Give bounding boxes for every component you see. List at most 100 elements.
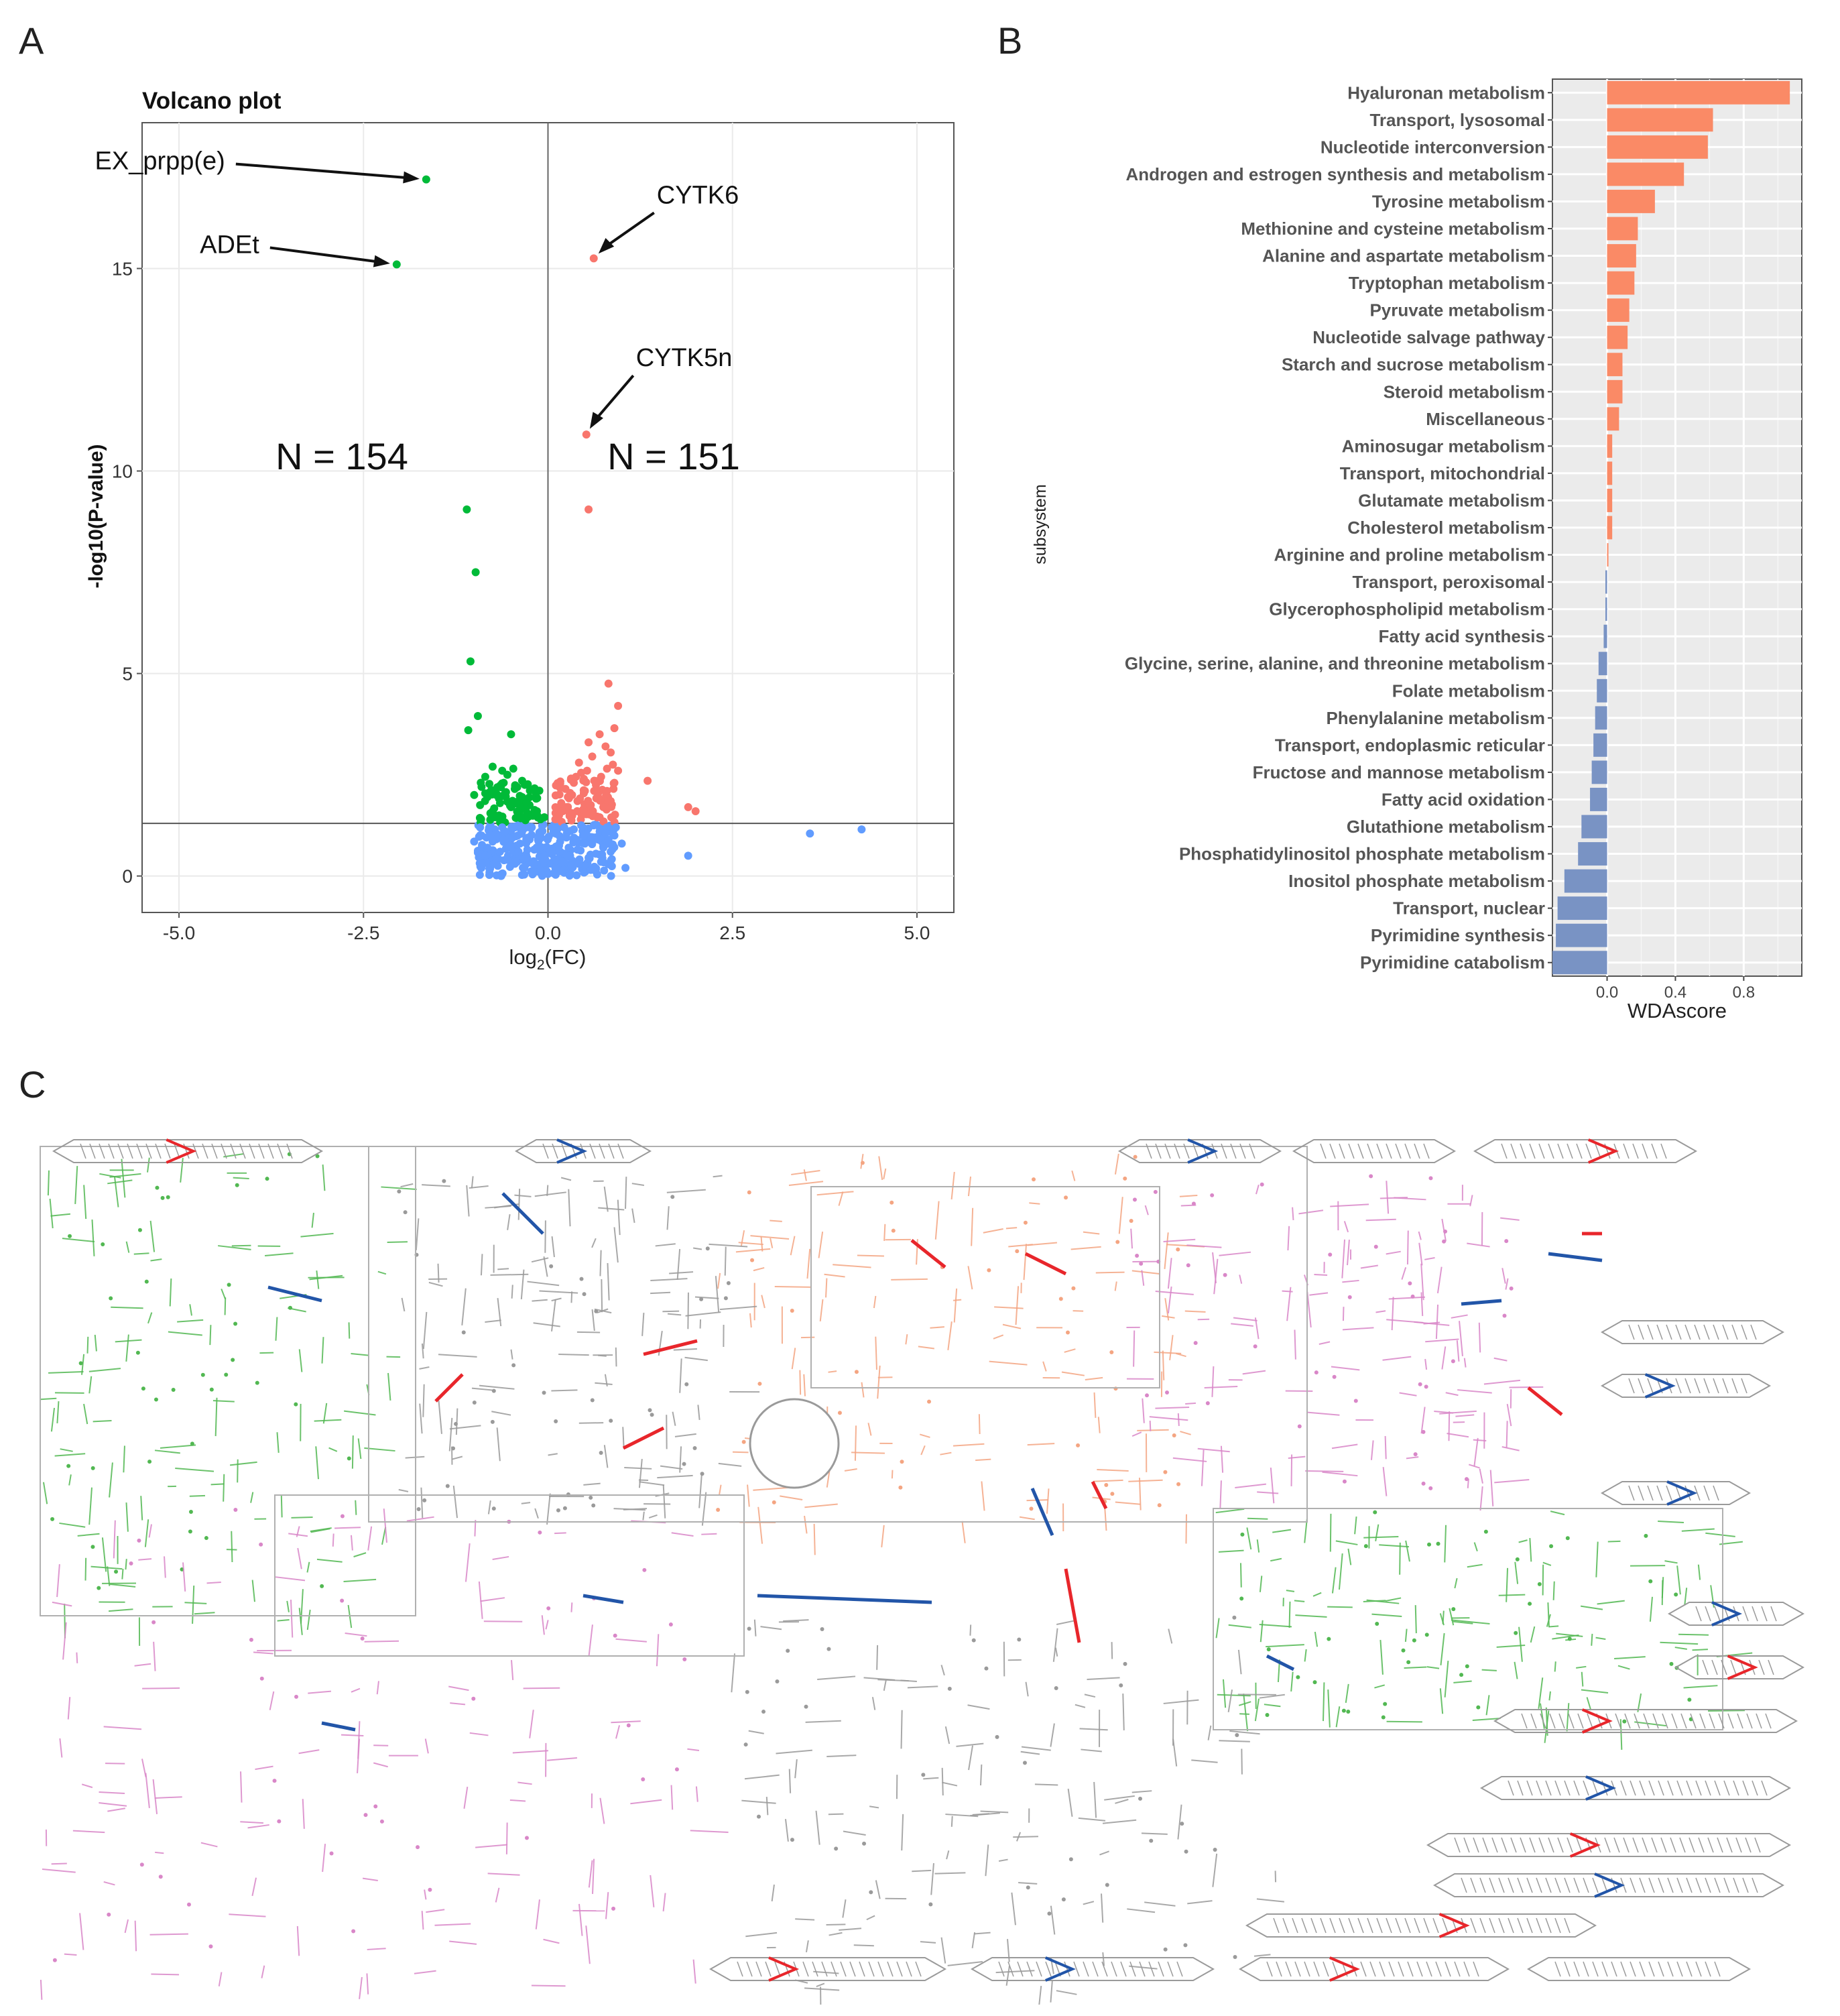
map-metabolite-node bbox=[90, 1545, 95, 1549]
map-ladder-outline bbox=[709, 1957, 947, 1981]
map-ladder-rung bbox=[1120, 1961, 1127, 1977]
map-reaction-edge bbox=[107, 1179, 133, 1185]
map-metabolite-node bbox=[1066, 1330, 1070, 1335]
volcano-point-ns bbox=[557, 867, 566, 876]
map-ladder-rung bbox=[1479, 1877, 1486, 1893]
map-ladder-rung bbox=[1558, 1713, 1565, 1729]
map-ladder-outline bbox=[1600, 1320, 1785, 1344]
map-highlight-reaction bbox=[267, 1285, 322, 1303]
map-ladder-rung bbox=[1036, 1961, 1042, 1977]
map-reaction-edge bbox=[1506, 1403, 1512, 1427]
map-metabolite-node bbox=[579, 1277, 584, 1281]
map-reaction-edge bbox=[1168, 1628, 1173, 1644]
map-ladder-rung bbox=[1386, 1917, 1392, 1934]
map-ladder-rung bbox=[239, 1143, 246, 1159]
map-metabolite-node bbox=[1528, 1602, 1532, 1606]
volcano-point-up bbox=[580, 786, 589, 795]
map-reaction-edge bbox=[1374, 1684, 1386, 1689]
map-highlight-reaction bbox=[556, 1138, 588, 1164]
map-reaction-edge bbox=[1307, 1411, 1340, 1416]
map-reaction-edge bbox=[1661, 1580, 1664, 1606]
annotation-arrow-shaft bbox=[593, 374, 635, 422]
wda-bars bbox=[1552, 80, 1790, 975]
map-metabolite-node bbox=[141, 1386, 145, 1391]
map-metabolite-node bbox=[613, 1633, 617, 1638]
volcano-point-ns bbox=[607, 856, 615, 865]
map-ladder-rung bbox=[1592, 1961, 1599, 1977]
map-modules bbox=[52, 1138, 1805, 1982]
volcano-y-tick-label: 10 bbox=[112, 461, 133, 482]
map-reaction-edge bbox=[511, 1285, 513, 1299]
map-ladder-rung bbox=[1705, 1780, 1711, 1796]
map-ladder-rung bbox=[868, 1961, 875, 1977]
map-highlight-reaction bbox=[1044, 1956, 1076, 1982]
volcano-point-ns bbox=[539, 859, 548, 868]
map-reaction-edge bbox=[1483, 1379, 1521, 1385]
map-reaction-edge bbox=[1131, 1431, 1142, 1437]
annotation-arrowhead bbox=[589, 412, 603, 429]
map-reaction-edge bbox=[1222, 1679, 1227, 1708]
map-metabolite-node bbox=[947, 1686, 952, 1691]
map-ladder-outline bbox=[1674, 1655, 1805, 1679]
map-ladder-rung bbox=[1714, 1961, 1721, 1977]
map-metabolite-node bbox=[233, 1321, 238, 1326]
map-ladder-rung bbox=[1473, 1961, 1479, 1977]
map-ladder-rung bbox=[1630, 1877, 1636, 1893]
map-reaction-edge bbox=[570, 1602, 573, 1612]
map-ladder-rung bbox=[1642, 1143, 1648, 1159]
map-reaction-edge bbox=[1440, 1633, 1445, 1666]
map-metabolite-node bbox=[1032, 1177, 1036, 1182]
map-reaction-edge bbox=[780, 1495, 803, 1501]
map-metabolite-node bbox=[756, 1814, 761, 1819]
map-ladder-rung bbox=[1690, 1713, 1697, 1729]
map-reaction-edge bbox=[1371, 1613, 1402, 1617]
map-reaction-edge bbox=[1550, 1510, 1565, 1516]
map-metabolite-node bbox=[1369, 1174, 1373, 1179]
map-reaction-edge bbox=[1331, 1443, 1358, 1449]
map-reaction-edge bbox=[1220, 1445, 1224, 1473]
map-reaction-edge bbox=[1118, 1197, 1123, 1234]
volcano-point-up bbox=[601, 742, 610, 751]
volcano-point-ns bbox=[483, 843, 492, 852]
map-reaction-edge bbox=[400, 1183, 414, 1188]
map-ladder-rung bbox=[1647, 1485, 1654, 1501]
map-reaction-edge bbox=[738, 1242, 763, 1246]
map-ladder-rung bbox=[1554, 1877, 1561, 1893]
map-ladder-rung bbox=[1686, 1780, 1693, 1796]
map-metabolite-node bbox=[898, 1485, 903, 1490]
wda-category-label: Methionine and cysteine metabolism bbox=[1241, 219, 1545, 239]
map-reaction-edge bbox=[719, 1484, 722, 1495]
map-ladder-rung bbox=[1695, 1877, 1702, 1893]
map-metabolite-node bbox=[135, 1350, 140, 1355]
map-ladder-rung bbox=[286, 1143, 293, 1159]
map-reaction-edge bbox=[277, 1619, 290, 1622]
map-ladder-rung bbox=[1386, 1143, 1392, 1159]
map-ladder-rung bbox=[1695, 1606, 1702, 1622]
map-reaction-edge bbox=[48, 1370, 84, 1374]
map-reaction-edge bbox=[1375, 1310, 1386, 1313]
map-reaction-edge bbox=[674, 1433, 696, 1437]
map-ladder-rung bbox=[1711, 1659, 1718, 1675]
map-reaction-edge bbox=[770, 1238, 774, 1248]
volcano-point-down bbox=[523, 809, 532, 817]
map-ladder-rung bbox=[1301, 1917, 1308, 1934]
map-reaction-edge bbox=[147, 1312, 153, 1324]
map-reaction-edge bbox=[1290, 1671, 1294, 1692]
map-ladder-rung bbox=[1647, 1324, 1654, 1340]
map-reaction-edge bbox=[1331, 1366, 1360, 1371]
map-reaction-edge bbox=[878, 1156, 883, 1181]
map-reaction-edge bbox=[383, 1508, 388, 1543]
map-ladder-rung bbox=[1461, 1877, 1467, 1893]
map-highlight-reaction bbox=[434, 1373, 464, 1403]
map-ladder-rung bbox=[1676, 1961, 1683, 1977]
volcano-point-ns bbox=[493, 862, 502, 870]
map-metabolite-node bbox=[1029, 1506, 1034, 1511]
map-reaction-edge bbox=[748, 1730, 764, 1734]
map-metabolite-node bbox=[1332, 1374, 1337, 1379]
map-reaction-edge bbox=[1185, 1402, 1197, 1405]
map-ladder-rung bbox=[1652, 1713, 1659, 1729]
map-reaction-edge bbox=[1379, 1640, 1384, 1675]
map-reaction-edge bbox=[545, 1620, 549, 1630]
map-reaction-edge bbox=[599, 1797, 605, 1824]
